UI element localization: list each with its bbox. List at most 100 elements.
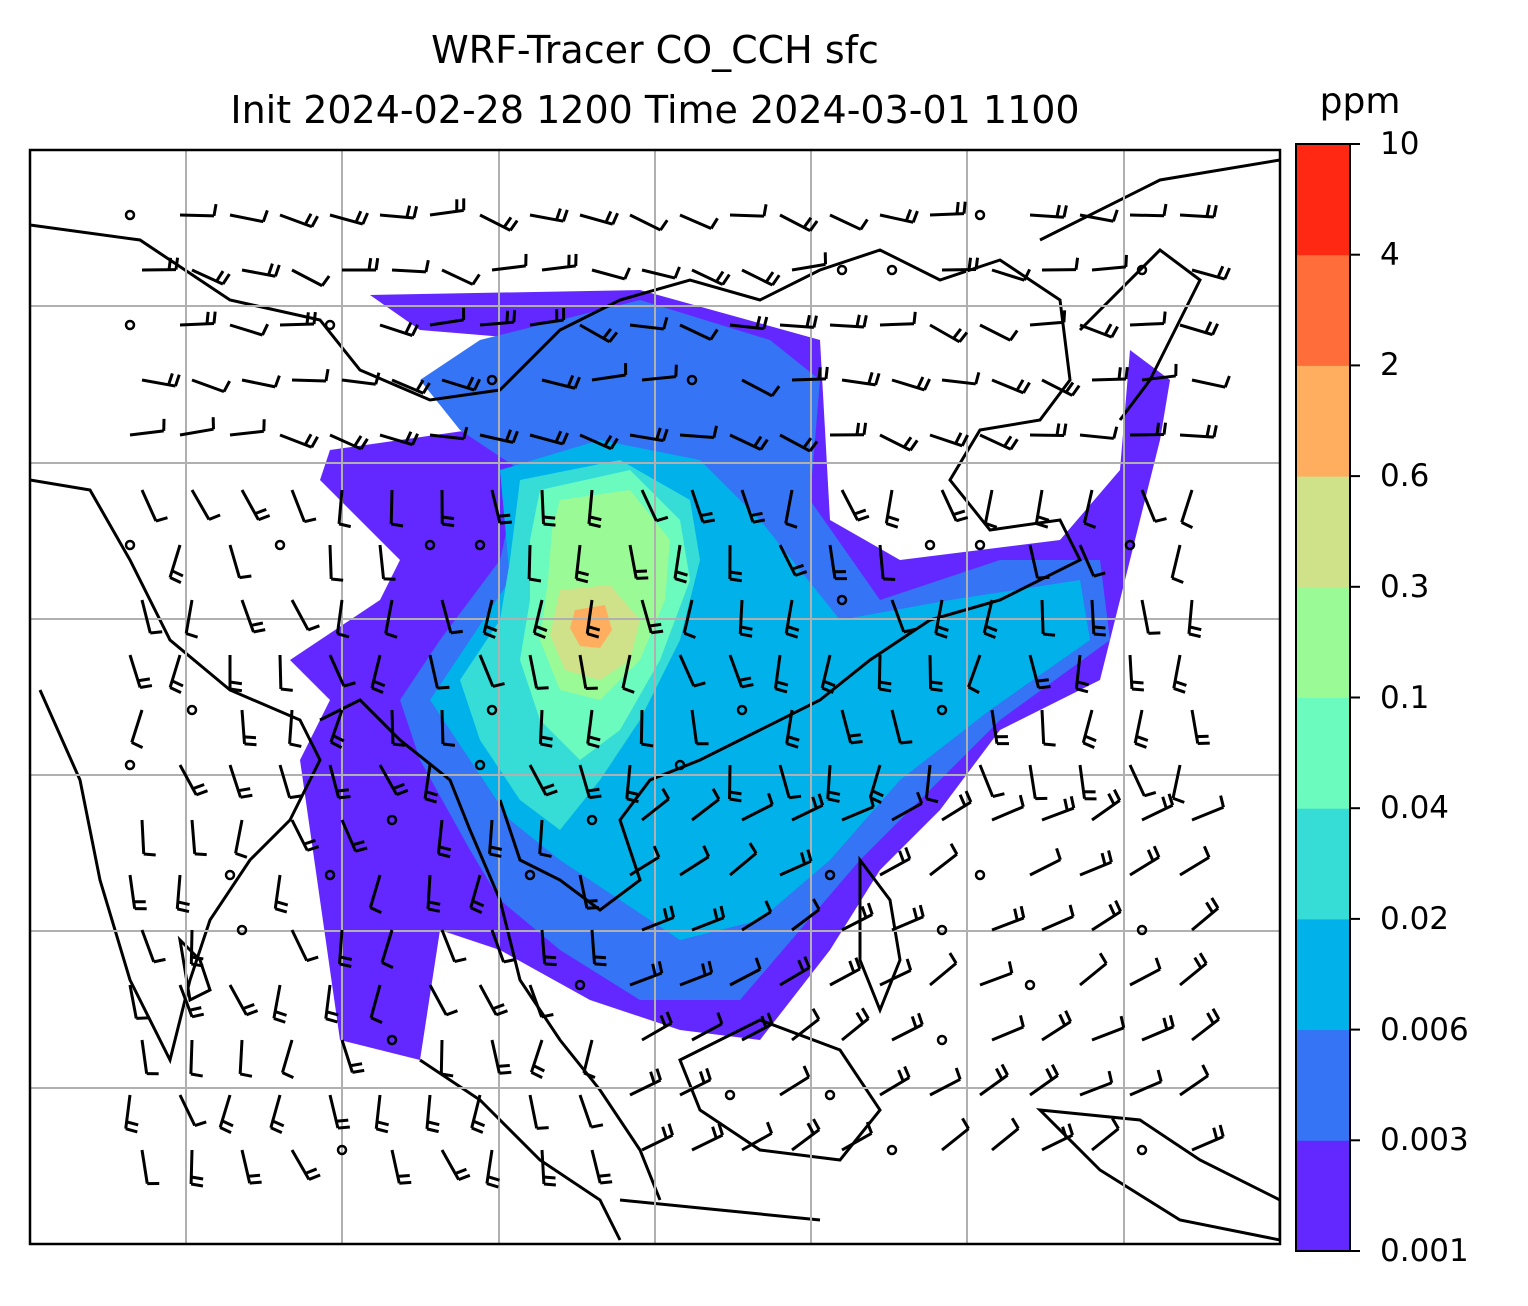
wind-barb: [540, 489, 556, 527]
wind-barb: [424, 539, 436, 551]
colorbar-segment-4: [1296, 697, 1350, 809]
wind-barb: [629, 1068, 662, 1097]
wind-barb: [141, 372, 181, 388]
wind-barb: [191, 378, 231, 394]
wind-barb: [840, 489, 870, 522]
wind-barb: [1191, 265, 1231, 281]
wind-barb: [441, 268, 481, 286]
wind-barb: [218, 1094, 234, 1134]
wind-barb: [582, 1039, 596, 1079]
wind-barb: [426, 874, 441, 913]
wind-barb: [140, 929, 166, 964]
wind-barb: [829, 422, 868, 437]
wind-barb: [729, 842, 758, 877]
wind-barb: [328, 654, 356, 688]
wind-barb: [1129, 203, 1168, 218]
wind-barb: [178, 1094, 207, 1128]
wind-barb: [829, 314, 868, 329]
wind-barb: [341, 372, 381, 386]
wind-barb: [791, 1118, 821, 1152]
wind-barb: [1040, 599, 1056, 637]
wind-barb: [490, 929, 516, 964]
wind-barb: [928, 654, 943, 692]
wind-barb: [1129, 1069, 1163, 1097]
wind-barb: [486, 374, 498, 386]
wind-barb: [779, 314, 818, 329]
wind-barb: [279, 311, 317, 327]
wind-barb: [690, 489, 716, 524]
wind-barb: [479, 429, 519, 444]
wind-barb: [1079, 850, 1113, 877]
wind-barb: [738, 599, 753, 638]
wind-barb: [924, 539, 936, 551]
wind-barb: [826, 764, 841, 803]
wind-barb: [128, 654, 153, 689]
wind-barb: [236, 924, 248, 936]
wind-barb: [586, 814, 598, 826]
wind-barb: [728, 764, 742, 803]
wind-barb: [785, 709, 800, 749]
wind-barb: [641, 266, 681, 280]
wind-barb: [1091, 254, 1128, 272]
wind-barb: [741, 792, 774, 822]
wind-barb: [229, 323, 269, 337]
colorbar-tick-label: 0.1: [1380, 679, 1430, 716]
wind-barb: [1179, 321, 1219, 337]
wind-barb: [290, 929, 319, 963]
chart-title-line2: Init 2024-02-28 1200 Time 2024-03-01 110…: [230, 88, 1080, 132]
wind-barb: [1179, 845, 1211, 877]
wind-barb: [529, 1039, 546, 1079]
wind-barb: [578, 874, 600, 910]
colorbar-tick-label: 10: [1380, 126, 1420, 162]
wind-barb: [478, 654, 505, 688]
wind-barb: [228, 544, 252, 580]
wind-barb: [429, 307, 466, 327]
wind-barb: [378, 764, 409, 797]
coastline-srilanka: [177, 935, 212, 1003]
wind-barb: [439, 1039, 454, 1078]
wind-barb: [490, 1039, 512, 1075]
wind-barb: [773, 654, 789, 694]
coastline-russia: [1039, 158, 1280, 242]
wind-barb: [974, 539, 986, 551]
wind-barb: [291, 368, 330, 383]
wind-barb: [1191, 1124, 1225, 1152]
wind-barb: [1079, 952, 1108, 987]
wind-barb: [1128, 764, 1157, 798]
coastline-india: [30, 478, 322, 1065]
wind-barb: [791, 793, 825, 822]
wind-barb: [288, 709, 302, 748]
wind-barbs: [124, 198, 1231, 1189]
wind-barb: [130, 709, 144, 749]
wind-barb: [690, 709, 709, 746]
wind-barb: [579, 210, 619, 226]
wind-barb: [978, 764, 1005, 798]
wind-barb: [841, 371, 881, 387]
wind-barb: [578, 1094, 604, 1129]
wind-barb: [878, 544, 896, 581]
wind-barb: [1190, 709, 1210, 746]
wind-barb: [529, 430, 569, 446]
wind-barb: [991, 905, 1026, 932]
wind-barb: [1179, 1064, 1210, 1097]
wind-barb: [877, 654, 892, 693]
wind-barb: [1079, 209, 1119, 223]
wind-barb: [639, 709, 654, 748]
wind-barb: [423, 764, 438, 804]
wind-barb: [340, 1039, 365, 1074]
coastline-philippines: [858, 855, 902, 1015]
wind-barb: [728, 654, 754, 689]
colorbar-segment-8: [1296, 254, 1350, 366]
wind-barb: [673, 544, 688, 584]
wind-barb: [1041, 1123, 1074, 1152]
wind-barb: [490, 489, 512, 525]
wind-barb: [272, 984, 287, 1024]
wind-barb: [440, 599, 463, 635]
wind-barb: [574, 544, 589, 584]
wind-barb: [1179, 204, 1218, 219]
wind-barb: [824, 1089, 836, 1101]
wind-barb: [941, 371, 981, 386]
wind-barb: [936, 1034, 948, 1046]
wind-barb: [178, 764, 209, 797]
wind-barb: [890, 599, 916, 634]
